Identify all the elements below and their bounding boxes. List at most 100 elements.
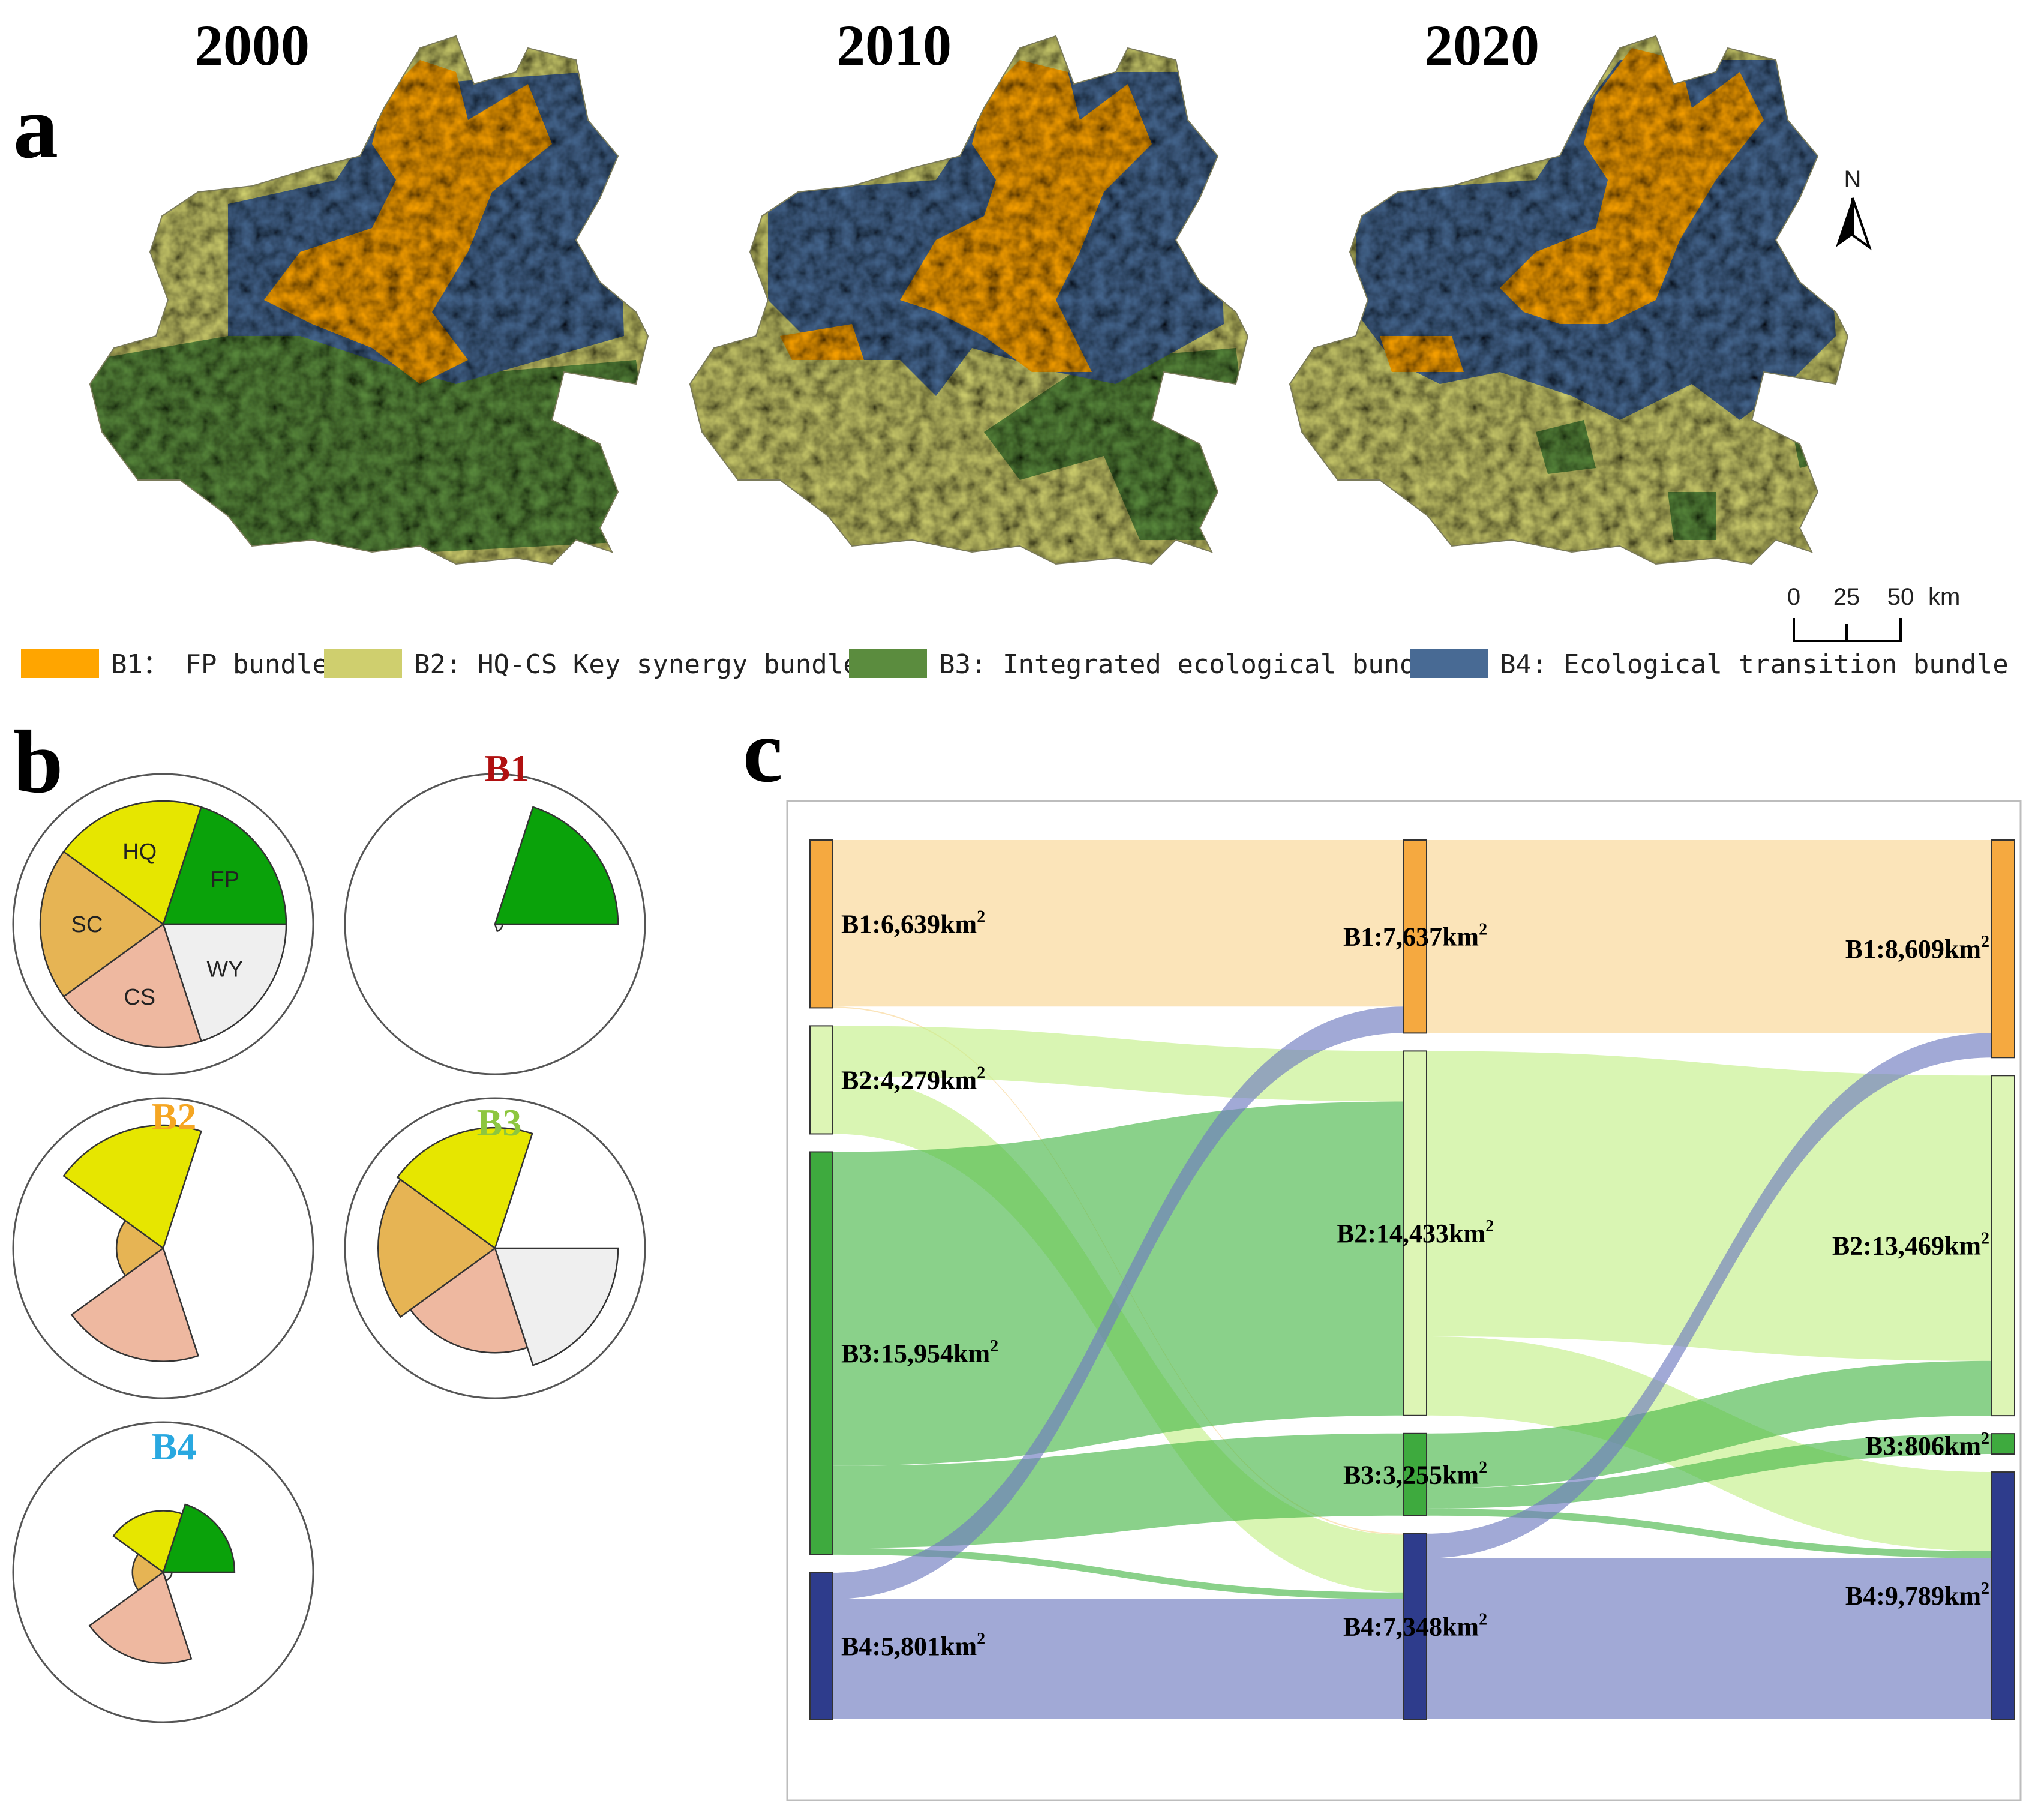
- sankey-label-b4_2020: B4:9,789km2: [1845, 1579, 1989, 1611]
- rose-b1-sector-fp: [494, 806, 619, 925]
- rose-b3-sector-sc: [377, 1178, 497, 1318]
- sankey-node-b2_2000: [809, 1025, 833, 1135]
- rose-title-b3: B3: [477, 1101, 522, 1144]
- sankey-link-b3_2000-b4_2010: [833, 1548, 1404, 1599]
- legend-label-b1: B1： FP bundle: [111, 649, 328, 680]
- panel-letter-a: a: [13, 77, 58, 177]
- map-2000-zones: [90, 36, 648, 564]
- north-arrow: N: [1836, 166, 1872, 251]
- rose-key-label-cs: CS: [124, 985, 155, 1010]
- sankey-link-b4_2010-b4_2020: [1427, 1558, 1992, 1719]
- rose-title-b4: B4: [152, 1425, 197, 1468]
- sankey-link-b1_2000-b1_2010: [833, 840, 1404, 1007]
- sankey-link-b4_2010-b1_2020: [1427, 1033, 1992, 1558]
- map-2000: [89, 35, 649, 565]
- sankey-links: [833, 840, 1992, 1719]
- rose-b2-sector-hq: [62, 1124, 202, 1250]
- sankey-label-b4_2010: B4:7,348km2: [1343, 1610, 1487, 1641]
- rose-b4-sector-hq: [112, 1510, 184, 1574]
- sankey-link-b3_2010-b4_2020: [1427, 1508, 1992, 1558]
- year-label-2000: 2000: [194, 13, 310, 77]
- sankey-label-sup-b1_2000: 2: [977, 908, 985, 927]
- map-2020-zones: [1290, 36, 1848, 564]
- sankey-label-sup-b1_2010: 2: [1479, 921, 1487, 939]
- map-2020: [1289, 35, 1849, 565]
- sankey-node-b3_2020: [1991, 1433, 2015, 1455]
- sankey-label-b3_2010: B3:3,255km2: [1343, 1458, 1487, 1489]
- scale-tick-1: 25: [1833, 584, 1860, 610]
- sankey-link-b4_2000-b1_2010: [833, 1006, 1404, 1599]
- map-2020-outline: [1289, 35, 1849, 565]
- rose-b3: [344, 1097, 646, 1399]
- sankey-label-b1_2000: B1:6,639km2: [841, 908, 985, 939]
- sankey-node-b3_2000: [809, 1151, 833, 1555]
- rose-key-sector-wy: [162, 923, 287, 1042]
- scale-tick-0: 0: [1787, 584, 1800, 610]
- legend-swatch-b1: [21, 649, 99, 678]
- sankey-label-sup-b1_2020: 2: [1981, 933, 1989, 951]
- panel-letter-b: b: [13, 712, 63, 812]
- sankey-label-b3_2020: B3:806km2: [1865, 1429, 1989, 1461]
- sankey-label-b1_2010: B1:7,637km2: [1343, 921, 1487, 952]
- rose-key-label-fp: FP: [211, 867, 240, 892]
- legend-label-b2: B2: HQ-CS Key synergy bundle: [414, 649, 859, 680]
- map-2020-zone-b1-3: [1380, 48, 1764, 372]
- sankey-label-sup-b4_2000: 2: [977, 1630, 985, 1648]
- legend-swatch-b2: [324, 649, 402, 678]
- sankey-nodes: B1:6,639km2 B2:4,279km2 B3:15,954km2 B4:5,8…: [809, 839, 2015, 1720]
- rose-b2-sector-sc: [115, 1219, 165, 1277]
- sankey-label-sup-b2_2010: 2: [1485, 1217, 1494, 1236]
- map-2000-zone-b3-0: [90, 312, 648, 564]
- scale-bar-line: [1793, 618, 1902, 642]
- sankey-node-b2_2010: [1403, 1050, 1427, 1416]
- rose-b3-sector-hq: [396, 1126, 533, 1250]
- sankey-label-sup-b2_2020: 2: [1981, 1230, 1989, 1248]
- year-label-2010: 2010: [836, 13, 952, 77]
- sankey-label-sup-b3_2020: 2: [1981, 1429, 1989, 1448]
- sankey-link-b3_2000-b2_2010: [833, 1101, 1404, 1466]
- sankey-chart: B1:6,639km2 B2:4,279km2 B3:15,954km2 B4:5,8…: [809, 839, 2015, 1720]
- sankey-label-sup-b4_2020: 2: [1981, 1579, 1989, 1598]
- sankey-label-sup-b2_2000: 2: [977, 1063, 985, 1082]
- sankey-frame: [786, 800, 2022, 1801]
- sankey-link-b2_2010-b2_2020: [1427, 1051, 1992, 1361]
- sankey-label-sup-b3_2000: 2: [990, 1337, 998, 1356]
- rose-b1: [344, 773, 646, 1075]
- sankey-link-b1_2010-b1_2020: [1427, 840, 1992, 1033]
- north-arrow-icon: [1836, 198, 1853, 247]
- sankey-node-b1_2000: [809, 839, 833, 1009]
- legend-label-b4: B4: Ecological transition bundle: [1500, 649, 2009, 680]
- scale-tick-2: 50: [1887, 584, 1914, 610]
- map-2010-outline: [689, 35, 1249, 565]
- rose-title-b2: B2: [152, 1095, 197, 1138]
- sankey-node-b4_2020: [1991, 1471, 2015, 1720]
- rose-key-label-hq: HQ: [122, 839, 157, 865]
- legend-label-b3: B3: Integrated ecological bundle: [939, 649, 1448, 680]
- rose-b3-sector-wy: [494, 1247, 619, 1366]
- sankey-label-b2_2010: B2:14,433km2: [1337, 1217, 1494, 1248]
- map-2000-zone-b1-3: [264, 60, 552, 384]
- rose-key-sector-fp: [162, 806, 287, 925]
- scale-bar: 0 25 50 km: [1787, 584, 1960, 642]
- north-arrow-half-icon: [1851, 197, 1872, 251]
- sankey-node-b2_2020: [1991, 1075, 2015, 1417]
- map-2010-zone-b1-3: [780, 60, 1152, 372]
- sankey-label-b1_2020: B1:8,609km2: [1845, 933, 1989, 964]
- map-2000-outline: [89, 35, 649, 565]
- panel-letter-c: c: [743, 701, 783, 801]
- rose-key-sector-hq: [62, 800, 202, 926]
- sankey-node-b4_2000: [809, 1572, 833, 1720]
- rose-b4-sector-cs: [88, 1570, 193, 1664]
- scale-unit: km: [1928, 584, 1960, 610]
- rose-key-label-wy: WY: [206, 957, 243, 982]
- rose-b1-sector-wy: [494, 923, 503, 933]
- sankey-label-sup-b4_2010: 2: [1479, 1610, 1487, 1629]
- bundle-maps: 2000 2010 2020: [89, 13, 1849, 565]
- rose-key-label-sc: SC: [71, 912, 103, 937]
- map-2010-zones: [690, 36, 1248, 564]
- sankey-label-b2_2020: B2:13,469km2: [1832, 1230, 1989, 1261]
- sankey-label-b4_2000: B4:5,801km2: [841, 1630, 985, 1661]
- rose-b4-sector-fp: [162, 1503, 236, 1573]
- sankey-link-b4_2000-b4_2010: [833, 1599, 1404, 1719]
